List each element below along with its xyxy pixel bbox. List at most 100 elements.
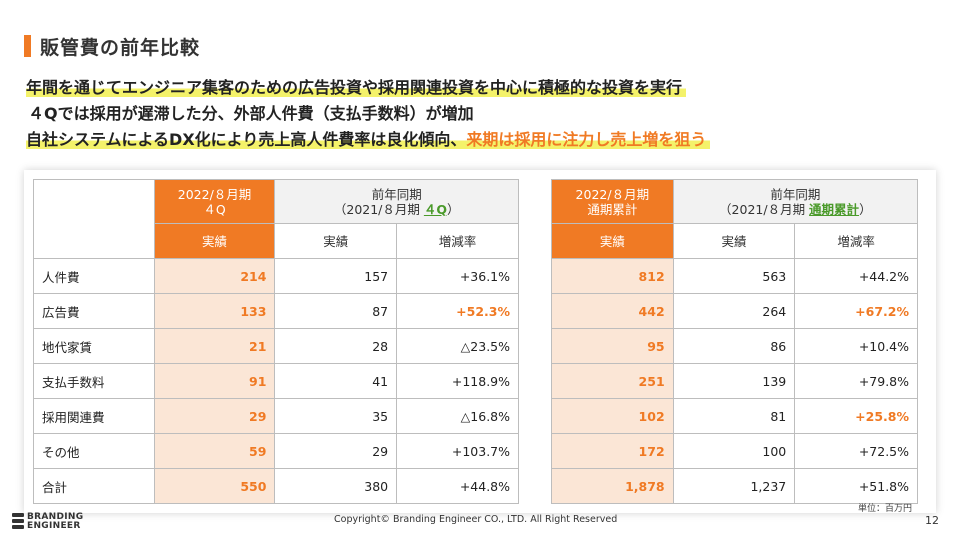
quarter-change: +103.7% — [396, 433, 519, 469]
fullyear-prev: 264 — [672, 293, 796, 329]
logo-line1: BRANDING — [27, 512, 84, 522]
table-row: 1,878 1,237 +51.8% — [551, 468, 918, 504]
tables-panel: 2022/８月期 ４Q 前年同期 （2021/８月期 ４Q） 実績 実績 増減率… — [24, 170, 936, 513]
quarter-period-line2: ４Q — [203, 201, 226, 217]
row-label: 合計 — [33, 468, 155, 504]
quarter-change: +118.9% — [396, 363, 519, 399]
quarter-period-line1: 2022/８月期 — [177, 186, 252, 202]
quarter-prev: 29 — [274, 433, 398, 469]
copyright: Copyright© Branding Engineer CO., LTD. A… — [334, 514, 618, 525]
fullyear-period-line1: 2022/８月期 — [575, 186, 650, 202]
table-row: その他 59 29 +103.7% — [33, 433, 519, 469]
logo-line2: ENGINEER — [27, 521, 81, 531]
fullyear-sub-actual: 実績 — [551, 223, 674, 259]
quarter-change: +44.8% — [396, 468, 519, 504]
fullyear-prev-post: ） — [859, 201, 872, 217]
summary-line-2: ４Qでは採用が遅滞した分、外部人件費（支払手数料）が増加 — [26, 104, 710, 130]
fullyear-change: +51.8% — [794, 468, 918, 504]
row-label: 採用関連費 — [33, 398, 155, 434]
logo-text: BRANDING ENGINEER — [27, 513, 83, 531]
quarter-current: 214 — [153, 258, 276, 294]
quarter-prev-post: ） — [447, 201, 460, 217]
quarter-period-header: 2022/８月期 ４Q — [153, 179, 276, 224]
fullyear-prev-line2: （2021/８月期 通期累計） — [682, 202, 909, 217]
fullyear-prev: 86 — [672, 328, 796, 364]
summary-line-3a-text: 自社システムによるDX化により売上高人件費率は良化傾向、 — [26, 130, 467, 149]
fullyear-prev: 100 — [672, 433, 796, 469]
quarter-current: 21 — [153, 328, 276, 364]
quarter-sub-actual: 実績 — [153, 223, 276, 259]
fullyear-change: +72.5% — [794, 433, 918, 469]
quarter-prev: 35 — [274, 398, 398, 434]
summary-line-2-text: ４Qでは採用が遅滞した分、外部人件費（支払手数料）が増加 — [28, 104, 474, 123]
table-corner — [33, 179, 155, 259]
fullyear-prev: 139 — [672, 363, 796, 399]
quarter-change: △23.5% — [396, 328, 519, 364]
quarter-current: 133 — [153, 293, 276, 329]
fullyear-change: +44.2% — [794, 258, 918, 294]
row-label: 人件費 — [33, 258, 155, 294]
fullyear-current: 812 — [551, 258, 674, 294]
quarter-current: 91 — [153, 363, 276, 399]
fullyear-current: 102 — [551, 398, 674, 434]
quarter-prev-line2: （2021/８月期 ４Q） — [283, 202, 510, 217]
unit-note: 単位：百万円 — [858, 504, 913, 514]
fullyear-change: +67.2% — [794, 293, 918, 329]
summary-line-1: 年間を通じてエンジニア集客のための広告投資や採用関連投資を中心に積極的な投資を実… — [26, 78, 710, 104]
row-label: 地代家賃 — [33, 328, 155, 364]
quarter-prev: 380 — [274, 468, 398, 504]
title-accent-bar — [24, 35, 31, 57]
fullyear-current: 172 — [551, 433, 674, 469]
quarter-table: 2022/８月期 ４Q 前年同期 （2021/８月期 ４Q） 実績 実績 増減率… — [33, 179, 519, 504]
summary-line-3b-text: 来期は採用に注力し売上増を狙う — [466, 130, 707, 149]
fullyear-prev: 1,237 — [672, 468, 796, 504]
table-row: 812 563 +44.2% — [551, 258, 918, 294]
row-label: 広告費 — [33, 293, 155, 329]
table-row: 人件費 214 157 +36.1% — [33, 258, 519, 294]
quarter-change: +52.3% — [396, 293, 519, 329]
table-row: 251 139 +79.8% — [551, 363, 918, 399]
quarter-sub-change: 増減率 — [396, 223, 519, 259]
row-label: その他 — [33, 433, 155, 469]
fullyear-prev-line1: 前年同期 — [770, 186, 821, 202]
quarter-prev-pre: （2021/８月期 — [333, 201, 424, 217]
logo-mark-icon — [12, 513, 24, 529]
summary-line-1-text: 年間を通じてエンジニア集客のための広告投資や採用関連投資を中心に積極的な投資を実… — [26, 78, 687, 97]
table-row: 172 100 +72.5% — [551, 433, 918, 469]
quarter-prev-link: ４Q — [423, 201, 448, 217]
fullyear-prev: 563 — [672, 258, 796, 294]
fullyear-sub-prev-actual: 実績 — [672, 223, 796, 259]
fullyear-current: 251 — [551, 363, 674, 399]
fullyear-change: +79.8% — [794, 363, 918, 399]
quarter-prev-header: 前年同期 （2021/８月期 ４Q） — [274, 179, 519, 224]
table-row: 442 264 +67.2% — [551, 293, 918, 329]
fullyear-sub-change: 増減率 — [794, 223, 918, 259]
fullyear-table: 2022/８月期 通期累計 前年同期 （2021/８月期 通期累計） 実績 実績… — [551, 179, 919, 504]
fullyear-prev-pre: （2021/８月期 — [719, 201, 810, 217]
summary-line-3: 自社システムによるDX化により売上高人件費率は良化傾向、来期は採用に注力し売上増… — [26, 130, 711, 156]
page-number: 12 — [925, 514, 939, 527]
fullyear-prev: 81 — [672, 398, 796, 434]
fullyear-prev-link: 通期累計 — [809, 201, 860, 217]
quarter-change: +36.1% — [396, 258, 519, 294]
table-row: 102 81 +25.8% — [551, 398, 918, 434]
table-row: 採用関連費 29 35 △16.8% — [33, 398, 519, 434]
table-row: 広告費 133 87 +52.3% — [33, 293, 519, 329]
table-row: 地代家賃 21 28 △23.5% — [33, 328, 519, 364]
quarter-prev-line1: 前年同期 — [371, 186, 422, 202]
quarter-prev: 41 — [274, 363, 398, 399]
table-row: 合計 550 380 +44.8% — [33, 468, 519, 504]
quarter-prev: 87 — [274, 293, 398, 329]
quarter-prev: 28 — [274, 328, 398, 364]
table-row: 95 86 +10.4% — [551, 328, 918, 364]
quarter-prev: 157 — [274, 258, 398, 294]
fullyear-current: 1,878 — [551, 468, 674, 504]
summary-lines: 年間を通じてエンジニア集客のための広告投資や採用関連投資を中心に積極的な投資を実… — [26, 78, 711, 156]
fullyear-period-line2: 通期累計 — [587, 201, 638, 217]
fullyear-prev-header: 前年同期 （2021/８月期 通期累計） — [672, 179, 919, 224]
row-label: 支払手数料 — [33, 363, 155, 399]
fullyear-period-header: 2022/８月期 通期累計 — [551, 179, 674, 224]
summary-line-3-wrap: 自社システムによるDX化により売上高人件費率は良化傾向、来期は採用に注力し売上増… — [26, 130, 711, 149]
fullyear-change: +25.8% — [794, 398, 918, 434]
table-row: 支払手数料 91 41 +118.9% — [33, 363, 519, 399]
